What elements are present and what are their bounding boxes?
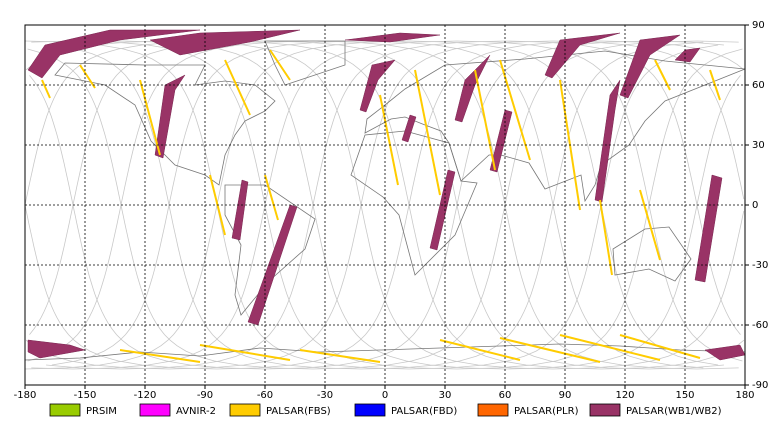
y-tick-label: 30 — [752, 140, 765, 151]
legend-swatch — [589, 403, 621, 417]
legend-label: PALSAR(PLR) — [514, 406, 579, 417]
swath — [619, 334, 701, 359]
legend-swatch — [49, 403, 81, 417]
swath — [379, 94, 399, 186]
swath — [639, 189, 661, 261]
orbit-track — [25, 40, 745, 370]
legend-swatch — [354, 403, 386, 417]
swath — [619, 34, 681, 99]
orbit-track — [51, 40, 739, 370]
x-tick-label: -120 — [134, 390, 157, 401]
swath — [654, 59, 671, 91]
swath — [544, 32, 621, 79]
x-tick-label: -60 — [257, 390, 273, 401]
orbit-track — [29, 40, 745, 370]
y-tick-label: 0 — [752, 200, 758, 211]
legend-label: PRSIM — [86, 406, 117, 417]
legend-label: PALSAR(FBS) — [266, 406, 331, 417]
fbs-swaths — [41, 49, 721, 363]
swath — [454, 54, 491, 123]
x-tick-label: 90 — [559, 390, 572, 401]
south-america — [224, 184, 316, 316]
x-tick-label: -150 — [74, 390, 97, 401]
greenland — [264, 40, 346, 86]
swath — [489, 109, 513, 173]
y-tick-label: -30 — [752, 260, 768, 271]
swath — [299, 349, 381, 363]
x-tick-label: 150 — [675, 390, 694, 401]
y-tick-label: -90 — [752, 380, 768, 391]
swath — [119, 349, 201, 363]
swath — [247, 204, 298, 326]
plot-frame — [24, 24, 746, 386]
y-tick-label: -60 — [752, 320, 768, 331]
swath — [414, 69, 441, 196]
swath — [199, 344, 291, 361]
x-tick-label: -180 — [14, 390, 37, 401]
swath — [429, 169, 456, 251]
swath — [154, 74, 186, 159]
swath — [149, 29, 301, 56]
swath — [599, 199, 613, 276]
wide-beam-swaths — [27, 29, 746, 361]
x-tick-label: -30 — [317, 390, 333, 401]
x-tick-label: 180 — [735, 390, 754, 401]
legend-label: PALSAR(FBD) — [391, 406, 457, 417]
y-tick-label: 90 — [752, 20, 765, 31]
swath — [439, 339, 521, 361]
swath — [344, 32, 441, 43]
swath — [27, 339, 86, 359]
swath — [139, 79, 161, 156]
swath — [224, 59, 251, 116]
y-tick-label: 60 — [752, 80, 765, 91]
swath — [559, 334, 661, 361]
swath — [694, 174, 723, 283]
swath — [41, 79, 51, 99]
swath — [27, 29, 201, 79]
swath — [79, 64, 96, 89]
x-tick-label: 30 — [439, 390, 452, 401]
orbit-track — [51, 40, 739, 370]
x-tick-label: -90 — [197, 390, 213, 401]
swath — [264, 174, 279, 221]
swath — [231, 179, 249, 241]
legend-label: AVNIR-2 — [176, 406, 216, 417]
legend-swatch — [139, 403, 171, 417]
swath — [269, 49, 291, 81]
swath — [359, 59, 396, 113]
legend-swatch — [477, 403, 509, 417]
africa — [350, 130, 478, 276]
legend-swatch — [229, 403, 261, 417]
x-tick-label: 0 — [382, 390, 388, 401]
australia — [612, 226, 692, 282]
legend: PRSIM AVNIR-2 PALSAR(FBS) PALSAR(FBD) PALSAR… — [49, 403, 722, 417]
orbit-track — [24, 40, 745, 370]
swath — [499, 59, 531, 161]
orbit-track — [46, 40, 743, 370]
orbit-track — [31, 40, 719, 370]
swath — [474, 69, 496, 171]
x-tick-label: 120 — [615, 390, 634, 401]
x-tick-label: 60 — [499, 390, 512, 401]
legend-label: PALSAR(WB1/WB2) — [626, 406, 722, 417]
swath — [401, 114, 417, 143]
swath — [499, 337, 601, 363]
